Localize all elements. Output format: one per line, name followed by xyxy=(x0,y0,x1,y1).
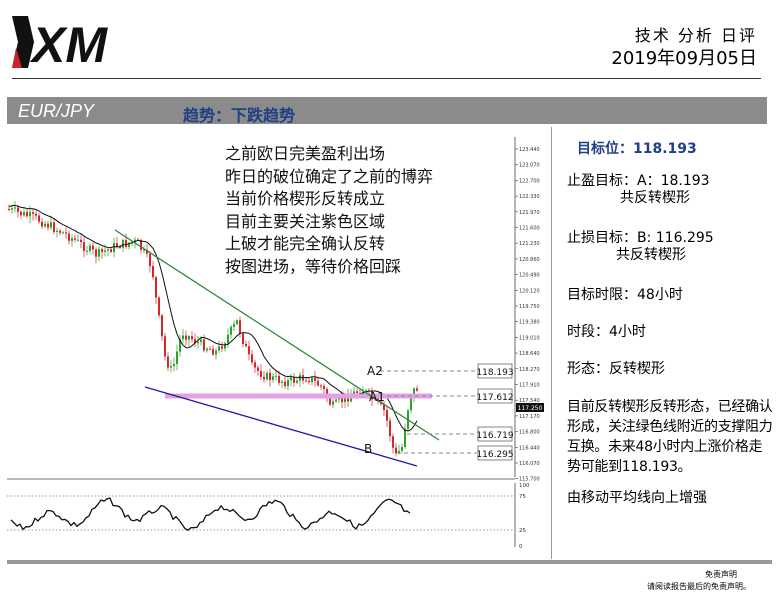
price-axis-tick: 119.010 xyxy=(519,335,540,341)
candlestick-series xyxy=(8,201,418,457)
price-box-116719: 116.719 xyxy=(476,431,513,441)
price-box-118193: 118.193 xyxy=(476,368,513,378)
chart-annotation: 之前欧日完美盈利出场 昨日的破位确定了之前的博弈 当前价格楔形反转成立 目前主要… xyxy=(225,143,433,278)
price-axis: 123.440 123.070 122.700 122.330 121.970 121.6… xyxy=(515,147,540,483)
blue-trendline xyxy=(144,386,418,467)
price-axis-tick: 120.120 xyxy=(519,288,540,294)
osc-tick-0: 0 xyxy=(519,544,523,550)
take-profit-sub: 共反转楔形 xyxy=(620,190,690,206)
report-date: 2019年09月05日 xyxy=(611,48,757,69)
price-chart: 118.193 117.612 116.719 116.295 A2 A1 B … xyxy=(7,137,544,550)
price-axis-tick: 117.540 xyxy=(519,398,540,404)
oscillator-line xyxy=(10,497,411,531)
disclaimer-title: 免责声明 xyxy=(705,570,737,579)
annotation-line-3: 当前价格楔形反转成立 xyxy=(225,189,386,208)
panel-divider xyxy=(551,127,552,559)
price-axis-tick: 119.750 xyxy=(519,304,540,310)
current-price-tag: 117.250 xyxy=(518,405,543,412)
price-axis-tick: 117.170 xyxy=(519,414,540,420)
label-b: B xyxy=(364,442,372,456)
price-axis-tick: 121.600 xyxy=(519,226,540,232)
annotation-line-5: 上破才能完全确认反转 xyxy=(225,234,386,253)
stop-loss-sub: 共反转楔形 xyxy=(616,247,686,263)
annotation-line-4: 目前主要关注紫色区域 xyxy=(225,211,386,231)
label-a1: A1 xyxy=(369,390,385,404)
price-axis-tick: 116.440 xyxy=(519,445,540,451)
disclaimer-text: 请阅读报告最后的免责声明。 xyxy=(647,582,751,591)
take-profit-label: 止盈目标：A：18.193 xyxy=(567,173,710,189)
price-axis-tick: 122.330 xyxy=(519,194,540,200)
price-axis-tick: 120.860 xyxy=(519,257,540,263)
currency-pair: EUR/JPY xyxy=(18,101,95,121)
target-title: 目标位：118.193 xyxy=(577,141,697,157)
price-axis-tick: 115.700 xyxy=(519,477,540,483)
green-trendline xyxy=(114,229,440,441)
footer-divider xyxy=(7,560,772,564)
price-axis-tick: 121.230 xyxy=(519,241,540,247)
annotation-line-1: 之前欧日完美盈利出场 xyxy=(225,144,386,163)
annotation-line-2: 昨日的破位确定了之前的博弈 xyxy=(225,166,434,186)
annotation-line-6: 按图进场，等待价格回踩 xyxy=(225,256,402,276)
header-divider xyxy=(12,78,761,79)
moving-average-note: 由移动平均线向上增强 xyxy=(567,490,707,506)
price-axis-tick: 122.700 xyxy=(519,178,540,184)
price-axis-tick: 117.910 xyxy=(519,383,540,389)
xm-logo: XM xyxy=(12,16,108,72)
osc-tick-100: 100 xyxy=(519,483,530,489)
price-axis-tick: 123.440 xyxy=(519,147,540,153)
price-axis-tick: 118.270 xyxy=(519,367,540,373)
price-box-116295: 116.295 xyxy=(476,450,513,460)
price-axis-tick: 120.490 xyxy=(519,273,540,279)
osc-tick-75: 75 xyxy=(519,494,526,500)
report-title: 技术 分析 日评 xyxy=(634,26,757,45)
price-axis-tick: 121.970 xyxy=(519,210,540,216)
price-axis-tick: 123.070 xyxy=(519,163,540,169)
price-axis-tick: 116.800 xyxy=(519,430,540,436)
pattern: 形态：反转楔形 xyxy=(567,361,665,377)
logo-text: XM xyxy=(29,17,108,72)
osc-tick-25: 25 xyxy=(519,528,526,534)
price-axis-tick: 119.380 xyxy=(519,320,540,326)
timeframe: 时段：4小时 xyxy=(567,324,646,340)
title-banner xyxy=(7,97,767,124)
price-axis-tick: 118.640 xyxy=(519,351,540,357)
label-a2: A2 xyxy=(367,364,383,378)
trend-label: 趋势：下跌趋势 xyxy=(183,106,296,125)
analysis-text: 目前反转楔形反转形态，已经确认形成，关注绿色线附近的支撑阻力互换。未来48小时内… xyxy=(567,399,773,475)
price-box-117612: 117.612 xyxy=(476,393,513,403)
time-limit: 目标时限：48小时 xyxy=(567,287,683,303)
price-axis-tick: 116.070 xyxy=(519,461,540,467)
stop-loss-label: 止损目标：B: 116.295 xyxy=(567,230,714,246)
